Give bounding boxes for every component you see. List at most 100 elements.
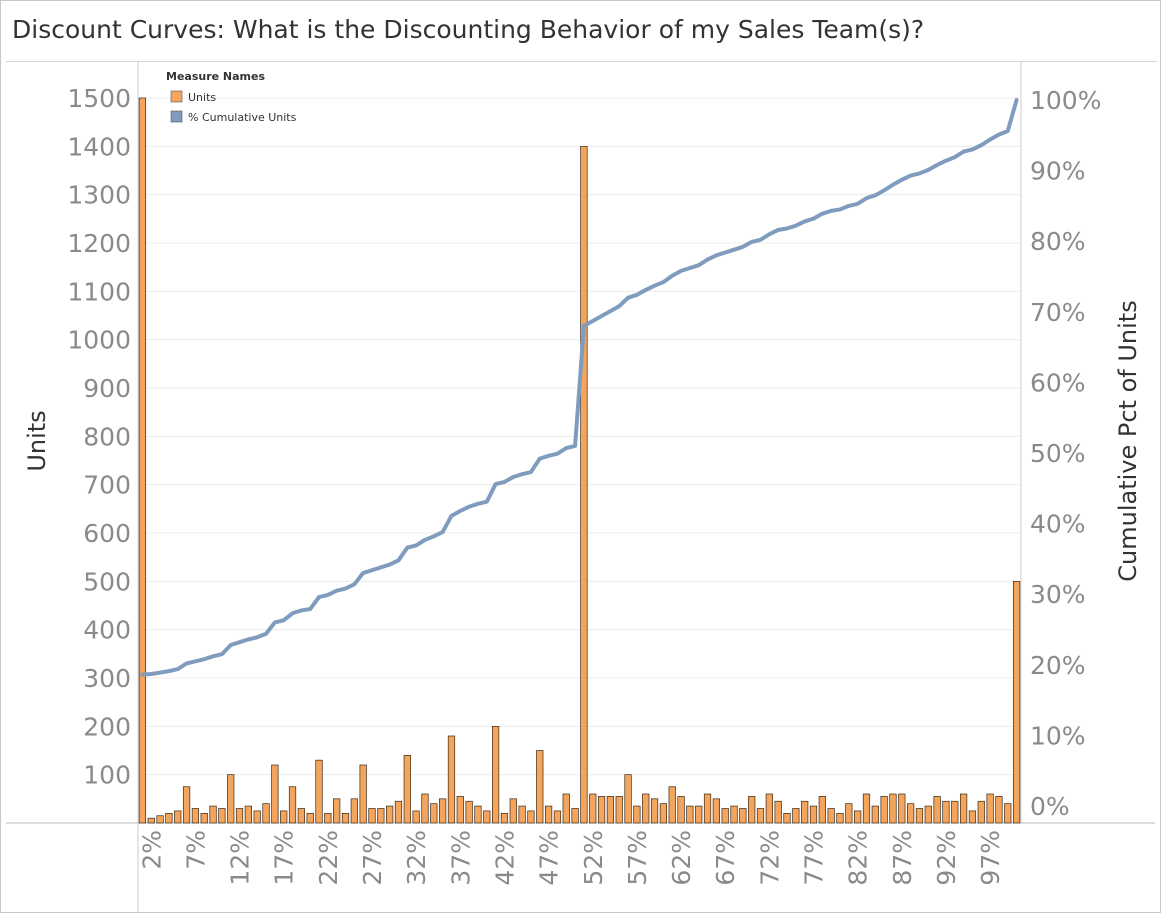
right-tick-label: 70% <box>1030 298 1086 327</box>
units-bar <box>324 812 332 824</box>
gridlines <box>138 97 1021 776</box>
units-bar <box>730 805 738 824</box>
units-bar <box>182 786 191 824</box>
units-bar <box>968 810 977 824</box>
units-bar <box>209 805 217 824</box>
x-tick-label: 92% <box>932 830 961 886</box>
right-tick-label: 40% <box>1030 510 1086 539</box>
x-tick-label: 97% <box>976 830 1005 886</box>
units-bar <box>315 759 323 824</box>
units-bar <box>809 805 818 824</box>
units-bar <box>536 750 544 824</box>
units-bar <box>235 808 244 824</box>
units-bar <box>827 808 835 824</box>
left-tick-label: 900 <box>83 374 131 403</box>
units-bar <box>421 793 429 824</box>
left-axis-ticks: 100 200 300 400 500 600 700 800 900 1000 1100 1200 1… <box>67 84 131 790</box>
left-tick-label: 100 <box>83 761 131 790</box>
units-bar <box>748 796 756 824</box>
units-bar <box>712 798 720 824</box>
right-tick-label: 60% <box>1030 368 1086 397</box>
left-tick-label: 1500 <box>67 84 131 113</box>
units-bar <box>783 812 791 824</box>
x-tick-label: 37% <box>446 830 475 886</box>
x-tick-label: 52% <box>579 830 608 886</box>
right-tick-label: 10% <box>1030 721 1086 750</box>
legend-label-cumulative: % Cumulative Units <box>188 111 297 124</box>
units-bar <box>615 796 623 824</box>
units-bar <box>774 800 782 824</box>
units-bar <box>880 796 888 824</box>
units-bar <box>624 774 632 824</box>
units-bar <box>756 808 765 824</box>
right-tick-label: 100% <box>1030 86 1101 115</box>
left-tick-label: 700 <box>83 471 131 500</box>
x-tick-label: 12% <box>226 830 255 886</box>
cumulative-line-group <box>140 98 1019 677</box>
left-tick-label: 1000 <box>67 326 131 355</box>
units-bar <box>580 145 588 824</box>
x-axis-ticks: 2% 7% 12% 17% 22% 27% 32% 37% 42% 47% 52% 57% 62% 67%… <box>137 830 1005 886</box>
units-bar <box>333 798 341 824</box>
right-axis-title: Cumulative Pct of Units <box>1114 300 1142 581</box>
x-tick-label: 22% <box>314 830 343 886</box>
units-bar <box>465 800 473 824</box>
units-bar <box>394 800 403 824</box>
units-bar <box>403 754 411 824</box>
left-tick-label: 800 <box>83 422 131 451</box>
units-bar <box>447 735 456 824</box>
units-bar <box>271 764 279 824</box>
units-bar <box>280 810 288 824</box>
units-bar <box>589 793 597 824</box>
left-tick-label: 400 <box>83 616 131 645</box>
units-bar <box>341 812 350 824</box>
units-bar <box>218 808 226 824</box>
units-bar <box>518 805 526 824</box>
x-tick-label: 77% <box>800 830 829 886</box>
units-bar <box>138 97 147 824</box>
x-tick-label: 17% <box>270 830 299 886</box>
units-bar <box>597 796 606 824</box>
left-tick-label: 500 <box>83 567 131 596</box>
units-bar <box>924 805 932 824</box>
units-bar <box>933 796 941 824</box>
units-bar <box>227 774 235 824</box>
title-divider <box>6 61 1157 62</box>
units-bar <box>544 805 553 824</box>
units-bar <box>633 805 641 824</box>
units-bar <box>951 800 959 824</box>
units-bar <box>907 803 915 824</box>
units-bar <box>571 808 579 824</box>
units-bar <box>165 812 173 824</box>
units-bar <box>156 815 164 824</box>
units-bar <box>650 798 659 824</box>
chart-title: Discount Curves: What is the Discounting… <box>12 15 925 44</box>
x-tick-label: 7% <box>181 830 210 870</box>
units-bar <box>174 810 182 824</box>
units-bar <box>297 808 305 824</box>
units-bar <box>262 803 270 824</box>
units-bar <box>1004 803 1012 824</box>
units-bar <box>765 793 773 824</box>
units-bar <box>986 793 994 824</box>
x-tick-label: 62% <box>667 830 696 886</box>
units-bar <box>668 786 676 824</box>
units-bar <box>677 796 685 824</box>
right-tick-label: 30% <box>1030 580 1086 609</box>
right-tick-label: 90% <box>1030 157 1086 186</box>
units-bar <box>244 805 252 824</box>
x-tick-label: 72% <box>755 830 784 886</box>
units-bar <box>492 725 500 824</box>
right-tick-label: 0% <box>1030 792 1070 821</box>
x-tick-label: 82% <box>844 830 873 886</box>
x-tick-label: 57% <box>623 830 652 886</box>
units-bar <box>350 798 358 824</box>
x-tick-label: 67% <box>711 830 740 886</box>
units-bar <box>995 796 1003 824</box>
left-tick-label: 1300 <box>67 181 131 210</box>
right-tick-label: 50% <box>1030 439 1086 468</box>
units-bar <box>359 764 367 824</box>
x-tick-label: 87% <box>888 830 917 886</box>
